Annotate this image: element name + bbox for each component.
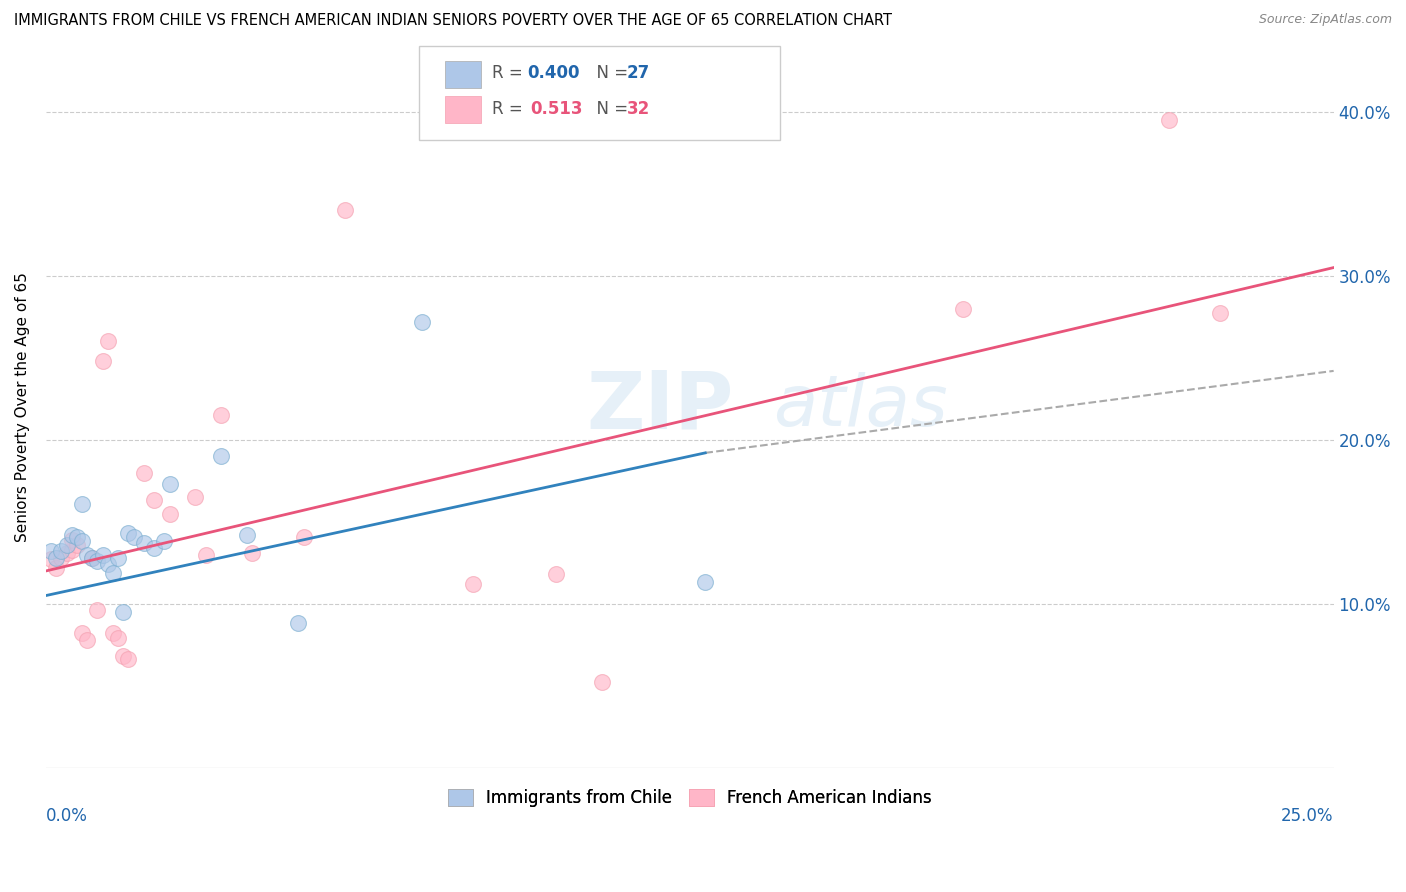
Point: [101, 626, 124, 640]
Point: [107, 631, 129, 645]
Point: [60, 533, 83, 547]
Point: [60, 528, 83, 542]
Point: [51, 550, 73, 565]
Point: [107, 550, 129, 565]
Text: ZIP: ZIP: [586, 368, 734, 446]
Point: [82, 550, 104, 565]
Point: [411, 315, 433, 329]
Point: [292, 529, 315, 543]
Text: 0.400: 0.400: [527, 64, 581, 82]
Point: [117, 526, 139, 541]
Point: [952, 301, 974, 316]
Point: [184, 490, 207, 504]
Text: IMMIGRANTS FROM CHILE VS FRENCH AMERICAN INDIAN SENIORS POVERTY OVER THE AGE OF : IMMIGRANTS FROM CHILE VS FRENCH AMERICAN…: [14, 13, 891, 29]
Text: 27: 27: [627, 64, 650, 82]
Point: [101, 566, 124, 580]
Text: N =: N =: [585, 64, 633, 82]
Legend: Immigrants from Chile, French American Indians: Immigrants from Chile, French American I…: [441, 782, 938, 814]
Point: [153, 534, 176, 549]
Point: [97, 334, 120, 349]
Point: [591, 675, 613, 690]
Point: [132, 536, 155, 550]
Point: [39, 544, 62, 558]
Text: 0.0%: 0.0%: [46, 807, 87, 825]
Point: [122, 529, 145, 543]
Text: 32: 32: [627, 100, 650, 118]
FancyBboxPatch shape: [419, 46, 780, 140]
Y-axis label: Seniors Poverty Over the Age of 65: Seniors Poverty Over the Age of 65: [15, 272, 30, 542]
Point: [112, 649, 135, 664]
Point: [97, 558, 120, 572]
Text: R =: R =: [492, 100, 533, 118]
Point: [209, 408, 232, 422]
Point: [132, 466, 155, 480]
Point: [209, 449, 232, 463]
Point: [70, 497, 93, 511]
Point: [463, 577, 485, 591]
FancyBboxPatch shape: [446, 96, 481, 123]
Point: [82, 550, 104, 565]
Text: 0.513: 0.513: [530, 100, 582, 118]
Point: [333, 203, 356, 218]
Point: [240, 546, 263, 560]
Point: [287, 616, 309, 631]
Text: 25.0%: 25.0%: [1281, 807, 1334, 825]
Point: [1157, 113, 1180, 128]
Point: [91, 548, 114, 562]
Point: [143, 493, 166, 508]
Text: N =: N =: [585, 100, 633, 118]
Point: [39, 552, 62, 566]
Text: R =: R =: [492, 64, 527, 82]
Point: [55, 538, 77, 552]
Text: Source: ZipAtlas.com: Source: ZipAtlas.com: [1258, 13, 1392, 27]
Point: [544, 567, 567, 582]
Point: [76, 632, 98, 647]
Point: [70, 534, 93, 549]
Point: [45, 560, 67, 574]
Point: [51, 544, 73, 558]
Point: [66, 529, 89, 543]
FancyBboxPatch shape: [446, 61, 481, 88]
Point: [1209, 306, 1232, 320]
Point: [695, 575, 717, 590]
Point: [76, 548, 98, 562]
Point: [194, 548, 217, 562]
Point: [159, 507, 181, 521]
Point: [45, 550, 67, 565]
Text: atlas: atlas: [773, 373, 948, 442]
Point: [91, 354, 114, 368]
Point: [60, 542, 83, 557]
Point: [86, 603, 108, 617]
Point: [86, 554, 108, 568]
Point: [236, 528, 259, 542]
Point: [70, 626, 93, 640]
Point: [143, 541, 166, 555]
Point: [55, 546, 77, 560]
Point: [117, 652, 139, 666]
Point: [66, 538, 89, 552]
Point: [112, 605, 135, 619]
Point: [159, 477, 181, 491]
